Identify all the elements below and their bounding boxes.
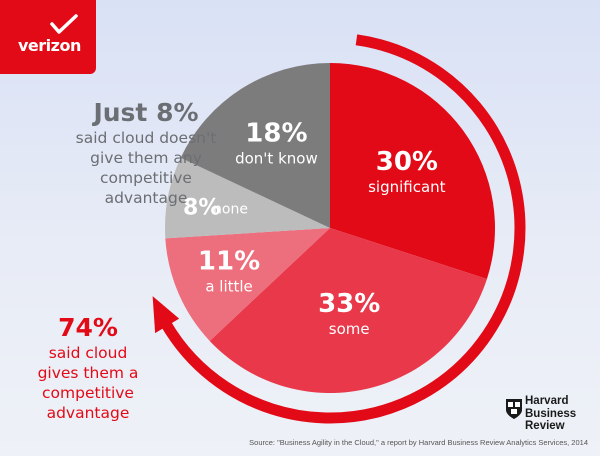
advantage-line: advantage [46,404,130,422]
slice-percent-label: 18% [245,119,307,149]
no-advantage-headline: Just 8% [93,98,199,127]
slice-category-label: significant [368,178,446,196]
pie-slices [165,63,495,393]
hbr-shield-icon [506,399,522,419]
advantage-arc [152,34,526,424]
no-advantage-line: competitive [100,169,192,187]
pie-slice [209,228,487,393]
no-advantage-note: Just 8% said cloud doesn't give them any… [62,98,230,208]
advantage-line: competitive [42,384,134,402]
hbr-logo-text: Harvard Business Review [525,395,595,433]
no-advantage-line: give them any [90,149,202,167]
slice-percent-label: 33% [318,289,380,319]
slice-percent-label: 30% [376,147,438,177]
hbr-line: Review [525,420,565,432]
advantage-line: said cloud [48,344,128,362]
logo-text: verizon [18,36,81,55]
slice-labels: 30%significant 33%some 11%a little 8%none 18… [183,119,446,338]
hbr-line: Harvard [525,395,569,407]
advantage-headline: 74% [58,313,118,342]
slice-category-label: some [329,320,370,338]
source-note: Source: "Business Agility in the Cloud,"… [249,438,588,447]
verizon-logo: verizon [0,0,96,74]
no-advantage-line: advantage [104,189,188,207]
slice-percent-label: 11% [198,247,260,277]
pie-slice [180,63,330,228]
slice-category-label: a little [205,278,252,296]
arrow-head-icon [152,296,180,334]
hbr-line: Business [525,407,577,420]
no-advantage-line: said cloud doesn't [75,129,217,147]
check-mark-icon [50,14,78,34]
advantage-note: 74% said cloud gives them a competitive … [18,313,158,423]
slice-percent-label: 8% [183,195,220,220]
advantage-arc-path [160,34,526,424]
pie-slice [165,157,330,239]
advantage-line: gives them a [37,364,139,382]
slice-category-label: none [213,201,248,217]
pie-slice [165,228,330,341]
slice-category-label: don't know [235,150,318,168]
pie-slice [330,63,495,279]
